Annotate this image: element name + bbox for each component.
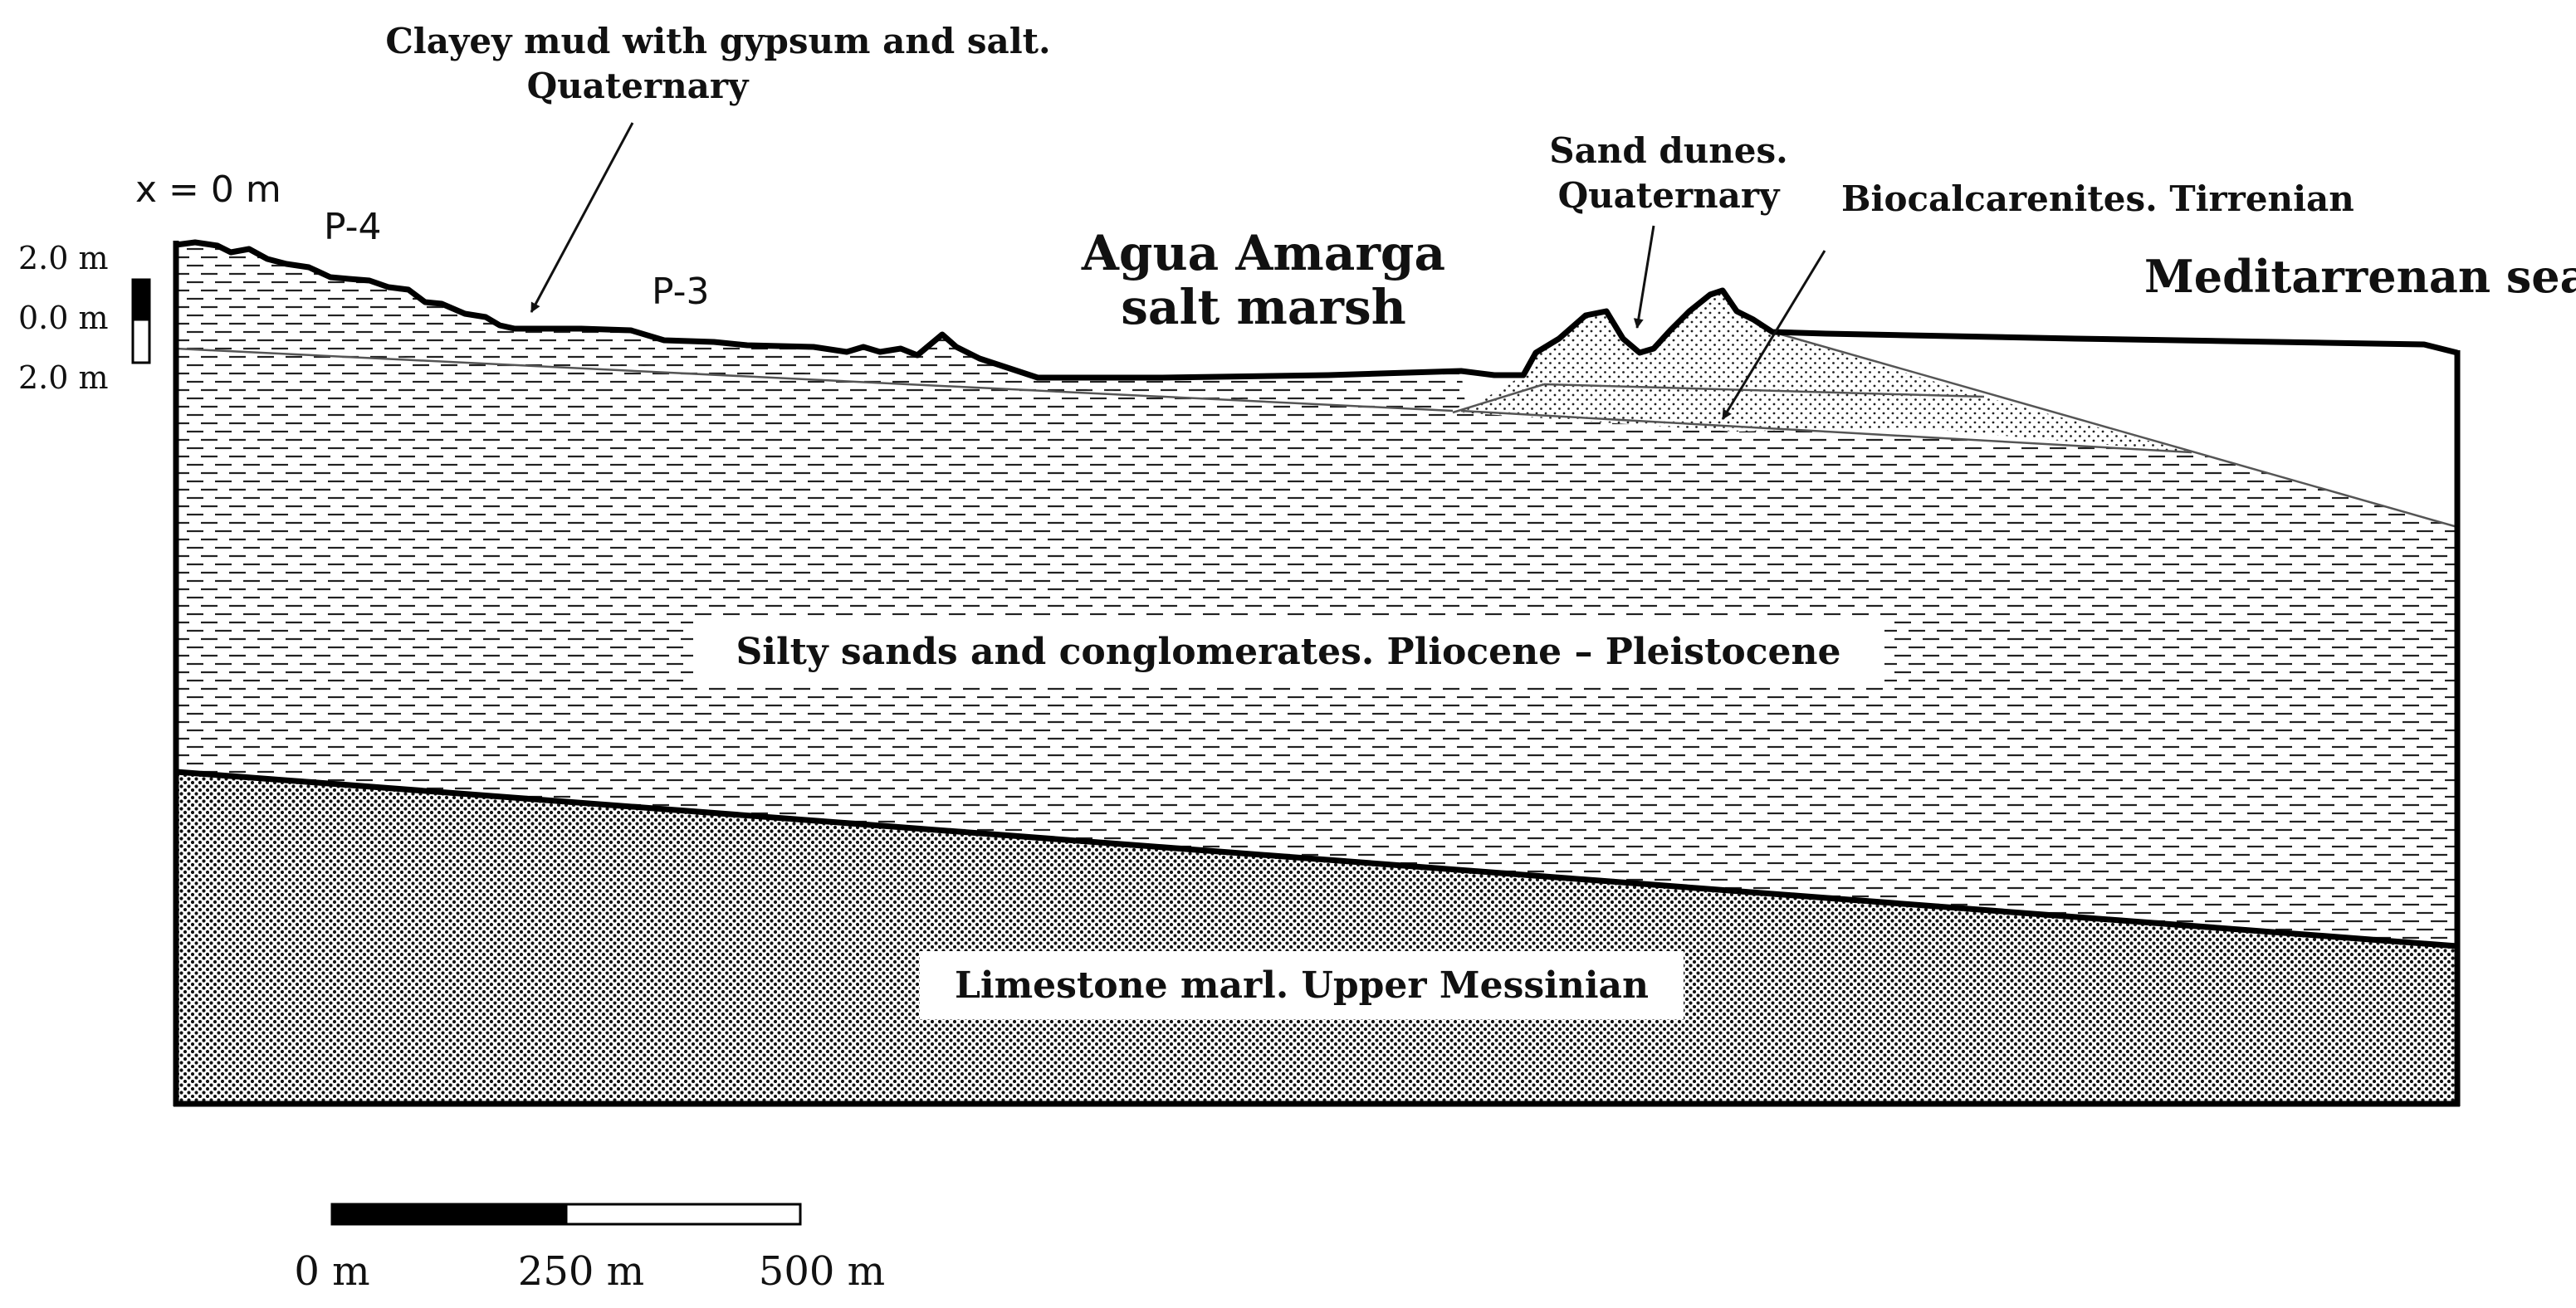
horizontal-scale-label-250: 250 m [518,1248,644,1295]
clayey-mud-label-line2: Quaternary [527,66,750,106]
vertical-scale-middle-label: 0.0 m [18,300,109,336]
sand-dunes-label-line2: Quaternary [1558,175,1781,216]
limestone-marl-layer [176,772,2457,1104]
contact-lines [175,330,2458,529]
ground-surface-line [175,239,2458,381]
horizontal-scale-label-500: 500 m [759,1248,885,1295]
salt-marsh-label-line1: Agua Amarga [1081,225,1445,281]
sand-dunes-label-line1: Sand dunes. [1549,130,1788,171]
well-p4-label: P-4 [324,206,381,248]
limestone-top-contact [175,769,2458,949]
horizontal-scale-label-0: 0 m [294,1248,369,1295]
biocalcarenites-label: Biocalcarenites. Tirrenian [1841,178,2354,219]
limestone-label: Limestone marl. Upper Messinian [955,964,1649,1007]
well-p3-label: P-3 [652,271,709,313]
horizontal-scale-bar [330,1203,802,1226]
clayey-mud-label-line1: Clayey mud with gypsum and salt. [385,21,1050,61]
biocalcarenites-arrow [1721,250,1826,420]
sea-label: Meditarrenan sea [2144,250,2576,303]
sand-dunes-layer [1461,290,2192,452]
vertical-scale-top-label: 2.0 m [18,240,109,276]
x-origin-label: x = 0 m [135,168,281,211]
silty-sands-label-bg [693,616,1884,684]
salt-marsh-label-line2: salt marsh [1121,279,1406,335]
section-frame [173,241,2461,1107]
silty-sands-label: Silty sands and conglomerates. Pliocene … [736,631,1840,673]
vertical-scale-bottom-label: 2.0 m [18,359,109,396]
clayey-mud-layer [176,242,1465,411]
clayey-mud-arrow [530,122,634,313]
limestone-label-bg [920,951,1684,1019]
vertical-scale-bar [131,278,151,364]
sand-dunes-arrow [1633,225,1655,329]
